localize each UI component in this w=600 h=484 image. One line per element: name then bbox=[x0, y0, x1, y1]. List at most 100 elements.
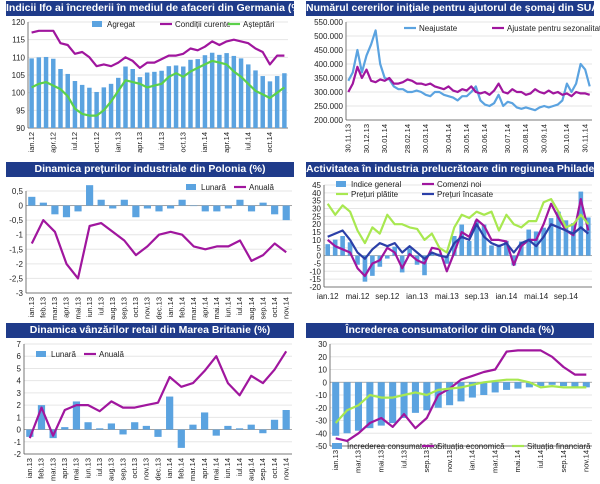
bar-agregat bbox=[253, 70, 258, 128]
x-tick-label: ian.14 bbox=[165, 458, 174, 478]
bar-lunara bbox=[178, 199, 186, 206]
x-tick-label: mai.13 bbox=[72, 458, 81, 481]
legend: Neajustate Ajustate pentru sezonalitate bbox=[404, 24, 600, 33]
x-tick-label: mar.13 bbox=[50, 297, 59, 320]
y-tick-label: -5 bbox=[314, 259, 322, 268]
chart-title: Încrederea consumatorilor din Olanda (%) bbox=[306, 323, 594, 338]
bar-indice-general bbox=[459, 224, 465, 256]
bar-indice-general bbox=[332, 239, 338, 256]
y-tick-label: 20 bbox=[318, 353, 327, 362]
bar-agregat bbox=[123, 66, 128, 128]
y-tick-label: -1 bbox=[16, 231, 24, 240]
bar-increderea-consumatorilor bbox=[446, 382, 454, 406]
y-tick-label: -10 bbox=[309, 267, 321, 276]
y-tick-label: -2,5 bbox=[9, 274, 23, 283]
bar-indice-general bbox=[489, 245, 494, 256]
x-tick-label: sep.14 bbox=[258, 297, 267, 320]
x-tick-label: sep.14 bbox=[554, 292, 579, 301]
x-tick-label: 30.09.14 bbox=[539, 124, 548, 153]
bar-increderea-consumatorilor bbox=[514, 382, 522, 389]
bar-agregat bbox=[116, 77, 121, 128]
x-tick-label: iul.14 bbox=[235, 297, 244, 315]
bar-agregat bbox=[159, 70, 164, 128]
x-tick-label: apr.14 bbox=[201, 297, 210, 318]
bar-agregat bbox=[137, 77, 143, 128]
legend-label: Neajustate bbox=[419, 24, 458, 33]
x-tick-label: mar.13 bbox=[48, 458, 57, 481]
y-tick-label: -2 bbox=[14, 450, 22, 459]
y-tick-label: 15 bbox=[312, 228, 321, 237]
bar-lunara bbox=[212, 429, 220, 436]
bar-increderea-consumatorilor bbox=[491, 382, 499, 393]
y-tick-label: 0 bbox=[17, 426, 22, 435]
legend-label: Anuală bbox=[249, 183, 274, 192]
y-tick-label: 25 bbox=[312, 212, 321, 221]
legend-label: Indice general bbox=[351, 180, 401, 189]
y-tick-label: 0 bbox=[323, 378, 328, 387]
bar-indice-general bbox=[548, 218, 554, 256]
y-tick-label: 300.000 bbox=[314, 88, 343, 97]
y-tick-label: 0 bbox=[19, 202, 24, 211]
bar-lunara bbox=[259, 429, 267, 434]
bar-agregat bbox=[274, 76, 280, 128]
x-tick-label: ian.13 bbox=[114, 132, 123, 152]
bar-indice-general bbox=[355, 255, 360, 265]
y-tick-label: 3 bbox=[17, 389, 22, 398]
legend-label: Situația economică bbox=[437, 442, 505, 451]
bar-indice-general bbox=[407, 248, 412, 256]
bar-indice-general bbox=[504, 240, 509, 256]
bar-agregat bbox=[36, 57, 42, 129]
x-tick-label: ian.13 bbox=[27, 297, 36, 317]
x-tick-label: oct.13 bbox=[131, 297, 140, 317]
bar-indice-general bbox=[370, 255, 375, 276]
y-tick-label: 115 bbox=[12, 36, 25, 45]
bar-agregat bbox=[282, 73, 287, 128]
y-tick-label: 30 bbox=[312, 205, 321, 214]
panel-polonia: Dinamica prețurilor industriale din Polo… bbox=[0, 161, 300, 322]
y-tick-label: 7 bbox=[17, 340, 22, 349]
bar-lunara bbox=[97, 199, 105, 206]
x-tick-label: mai.13 bbox=[73, 297, 82, 320]
x-tick-label: mar.14 bbox=[188, 458, 197, 481]
y-tick-label: -30 bbox=[315, 417, 327, 426]
bar-lunara bbox=[247, 424, 255, 430]
y-tick-label: 35 bbox=[312, 197, 321, 206]
legend: Agregat Condiții curente Așteptări bbox=[92, 20, 275, 29]
x-tick-label: oct.13 bbox=[130, 458, 139, 478]
y-tick-label: -10 bbox=[315, 391, 327, 400]
x-tick-label: apr.13 bbox=[60, 458, 69, 479]
bar-lunara bbox=[282, 205, 290, 221]
x-tick-label: ian.14 bbox=[166, 297, 175, 317]
bar-increderea-consumatorilor bbox=[377, 382, 385, 426]
x-tick-label: mar.13 bbox=[354, 450, 363, 473]
y-tick-label: -20 bbox=[315, 404, 327, 413]
x-tick-label: nov.13 bbox=[142, 458, 151, 480]
bar-lunara bbox=[143, 205, 152, 209]
bar-agregat bbox=[87, 87, 92, 128]
bar-lunara bbox=[39, 202, 47, 206]
line-neajustate bbox=[347, 29, 591, 112]
bar-lunara bbox=[119, 429, 127, 435]
bar-lunara bbox=[213, 205, 221, 212]
x-tick-label: sep.13 bbox=[118, 458, 127, 481]
bar-agregat bbox=[246, 64, 251, 128]
x-tick-label: iul.14 bbox=[244, 132, 253, 150]
bar-lunara bbox=[84, 422, 92, 430]
bar-agregat bbox=[43, 56, 49, 129]
bar-lunara bbox=[270, 419, 279, 430]
y-tick-label: -50 bbox=[315, 442, 327, 451]
bar-agregat bbox=[267, 81, 273, 128]
line-situatia-economica bbox=[335, 349, 587, 443]
bar-agregat bbox=[238, 58, 244, 128]
bar-increderea-consumatorilor bbox=[457, 382, 465, 402]
x-tick-label: 30.05.14 bbox=[462, 124, 471, 153]
x-tick-label: mai.14 bbox=[212, 458, 221, 481]
x-tick-label: mai.13 bbox=[377, 450, 386, 473]
x-tick-label: 30.11.14 bbox=[580, 124, 589, 153]
chart-title: Numărul cererilor inițiale pentru ajutor… bbox=[306, 1, 594, 16]
x-tick-label: mai.14 bbox=[513, 450, 522, 473]
x-tick-label: 30.04.14 bbox=[444, 124, 453, 153]
bar-indice-general bbox=[474, 220, 479, 256]
